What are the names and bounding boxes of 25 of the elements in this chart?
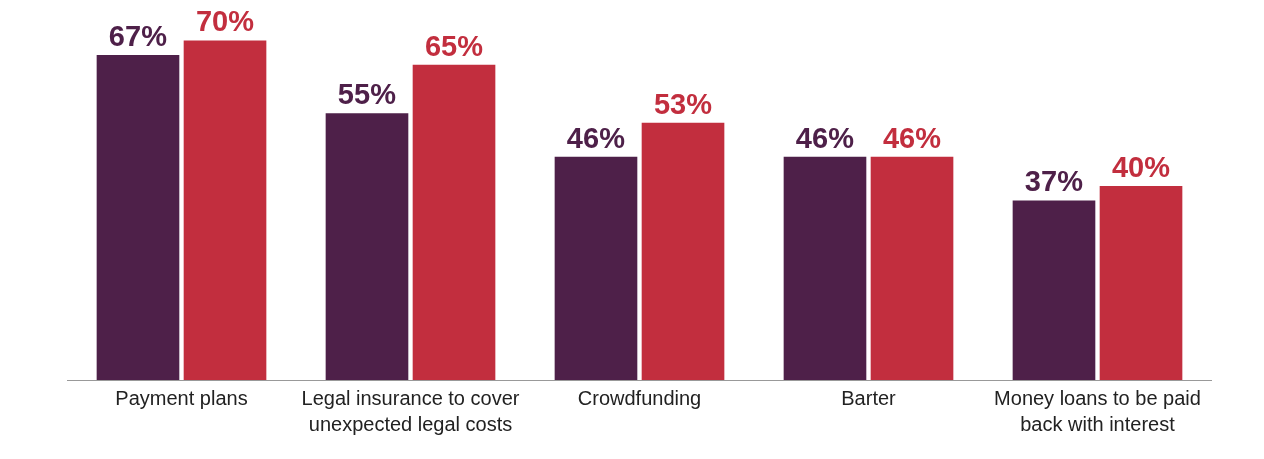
bar <box>1012 200 1096 380</box>
bar <box>641 122 725 380</box>
bar <box>870 156 954 380</box>
data-label: 46% <box>566 121 626 154</box>
data-label: 40% <box>1111 150 1171 183</box>
bar <box>554 156 638 380</box>
data-label: 67% <box>108 19 168 52</box>
bar <box>325 113 409 380</box>
bar <box>412 64 496 380</box>
bar <box>783 156 867 380</box>
data-label: 37% <box>1024 165 1084 198</box>
x-tick-label: Barter <box>841 387 897 409</box>
data-label: 46% <box>795 121 855 154</box>
x-tick-label: Legal insurance to cover unexpected legal costs <box>301 387 520 435</box>
x-tick-label: Crowdfunding <box>577 387 702 409</box>
data-label: 70% <box>195 5 255 38</box>
x-tick-label: Payment plans <box>115 387 248 409</box>
data-label: 65% <box>424 29 484 62</box>
bar <box>96 54 180 380</box>
data-label: 55% <box>337 78 397 111</box>
data-label: 53% <box>653 87 713 120</box>
x-tick-label: Money loans to be paid back with interest <box>994 387 1201 435</box>
bar <box>183 40 267 380</box>
bar <box>1099 185 1183 380</box>
data-label: 46% <box>882 121 942 154</box>
